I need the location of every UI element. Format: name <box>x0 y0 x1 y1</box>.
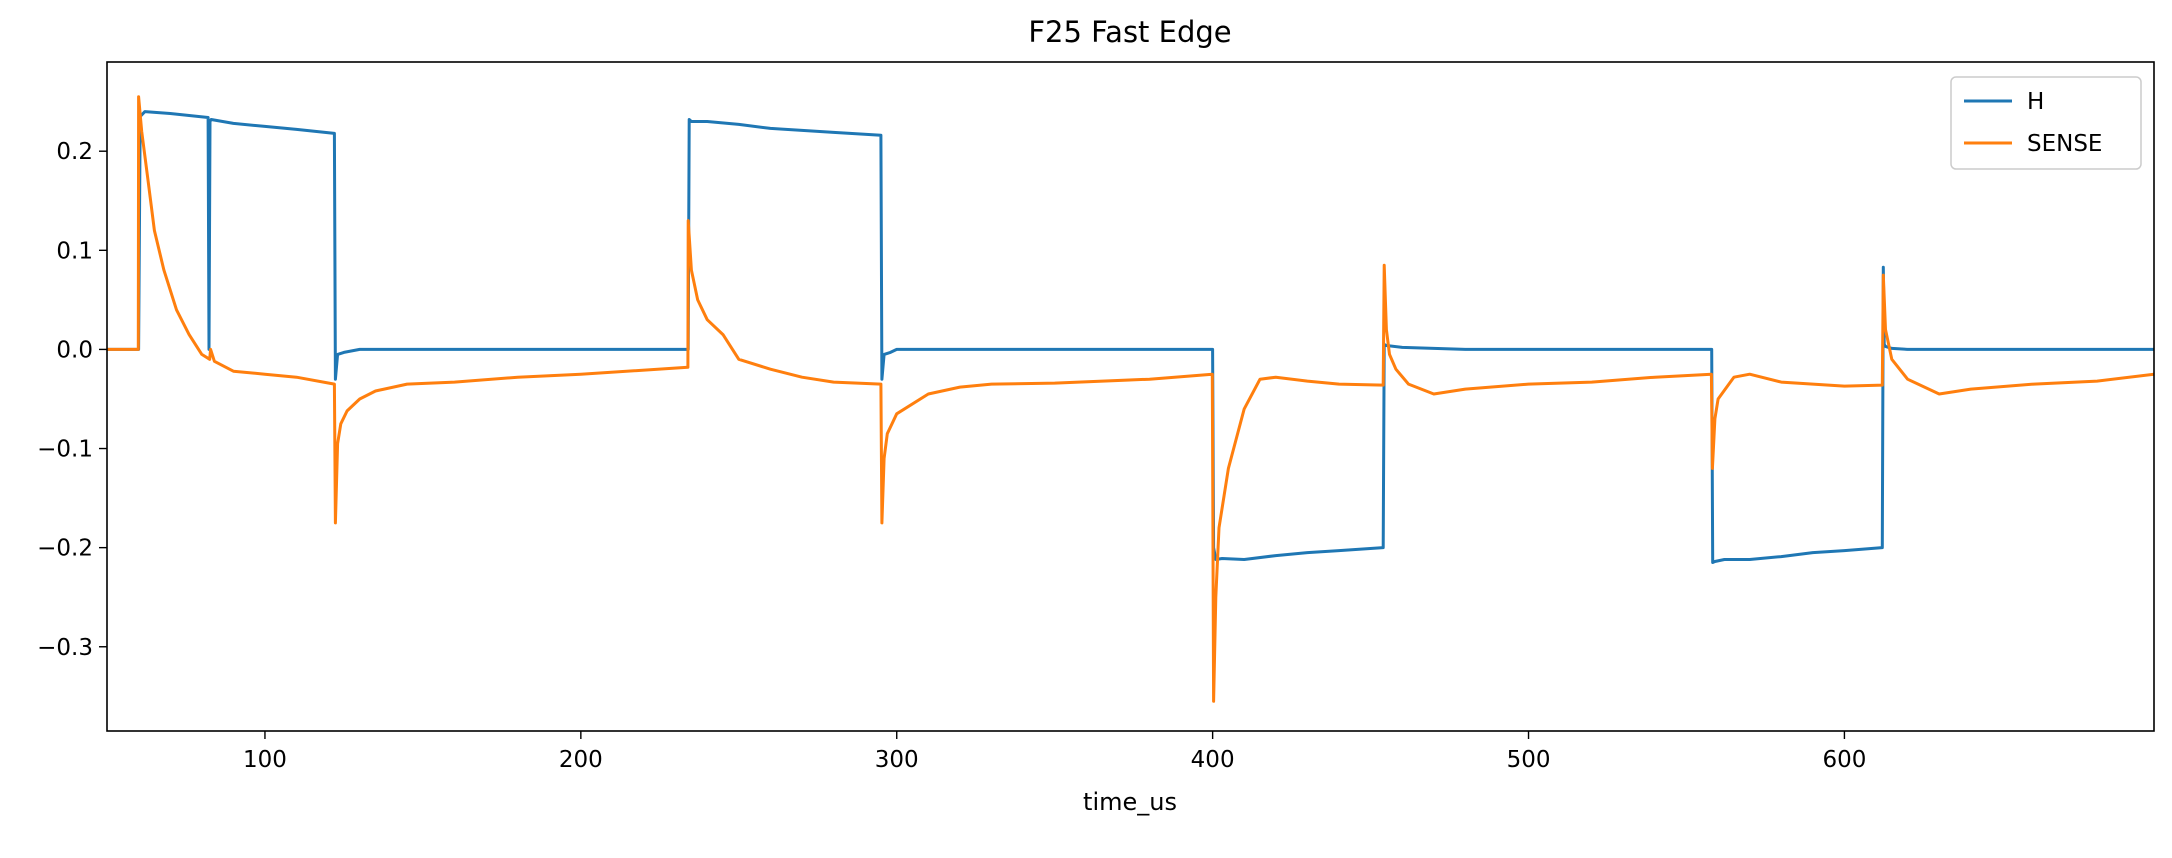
y-tick-label: 0.1 <box>56 238 93 264</box>
y-tick-label: −0.2 <box>37 536 93 562</box>
x-tick-label: 400 <box>1191 747 1235 773</box>
chart-title: F25 Fast Edge <box>1028 15 1231 49</box>
x-axis-label: time_us <box>1083 788 1177 816</box>
legend-label: SENSE <box>2027 131 2102 157</box>
y-axis: −0.3 −0.2 −0.1 0.0 0.1 0.2 <box>37 139 107 661</box>
x-tick-label: 100 <box>243 747 287 773</box>
y-tick-label: 0.0 <box>56 337 93 363</box>
legend-label: H <box>2027 89 2044 115</box>
y-tick-label: 0.2 <box>56 139 93 165</box>
y-tick-label: −0.1 <box>37 437 93 463</box>
plot-lines <box>107 95 2154 703</box>
series-line-h <box>107 110 2154 564</box>
x-axis: 100 200 300 400 500 600 <box>243 731 1866 773</box>
x-tick-label: 300 <box>875 747 919 773</box>
series-line-sense <box>107 95 2154 703</box>
plot-frame <box>106 61 2155 732</box>
x-tick-label: 600 <box>1822 747 1866 773</box>
x-tick-label: 200 <box>559 747 603 773</box>
legend: H SENSE <box>1950 76 2142 170</box>
y-tick-label: −0.3 <box>37 635 93 661</box>
x-tick-label: 500 <box>1507 747 1551 773</box>
